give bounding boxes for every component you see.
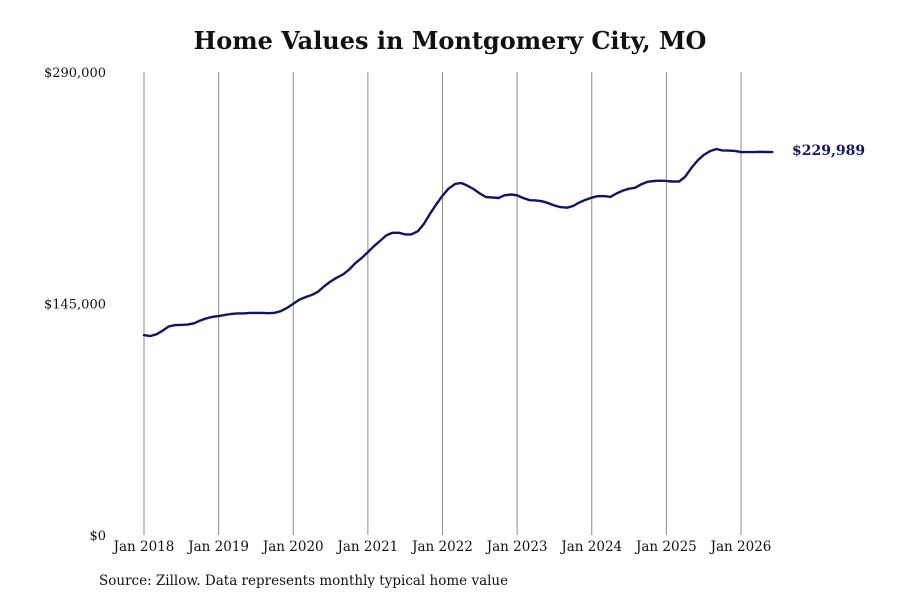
x-tick-label: Jan 2023 [485, 539, 548, 555]
y-tick-label: $290,000 [44, 66, 106, 81]
x-tick-label: Jan 2022 [410, 539, 473, 555]
y-tick-label: $0 [89, 529, 106, 544]
y-tick-label: $145,000 [44, 298, 106, 313]
x-tick-label: Jan 2026 [709, 539, 772, 555]
end-value-label: $229,989 [792, 143, 865, 159]
chart-title: Home Values in Montgomery City, MO [193, 26, 707, 55]
x-tick-label: Jan 2024 [559, 539, 622, 555]
y-axis-ticks: $290,000 $145,000 $0 [44, 66, 106, 544]
x-axis-ticks: Jan 2018 Jan 2019 Jan 2020 Jan 2021 Jan 2022… [112, 539, 772, 555]
x-tick-label: Jan 2020 [261, 539, 324, 555]
gridlines [143, 72, 742, 535]
source-note: Source: Zillow. Data represents monthly … [99, 573, 509, 589]
x-tick-label: Jan 2025 [634, 539, 697, 555]
x-tick-label: Jan 2018 [112, 539, 175, 555]
x-tick-label: Jan 2019 [186, 539, 249, 555]
series-line [142, 147, 774, 338]
x-tick-label: Jan 2021 [335, 539, 398, 555]
